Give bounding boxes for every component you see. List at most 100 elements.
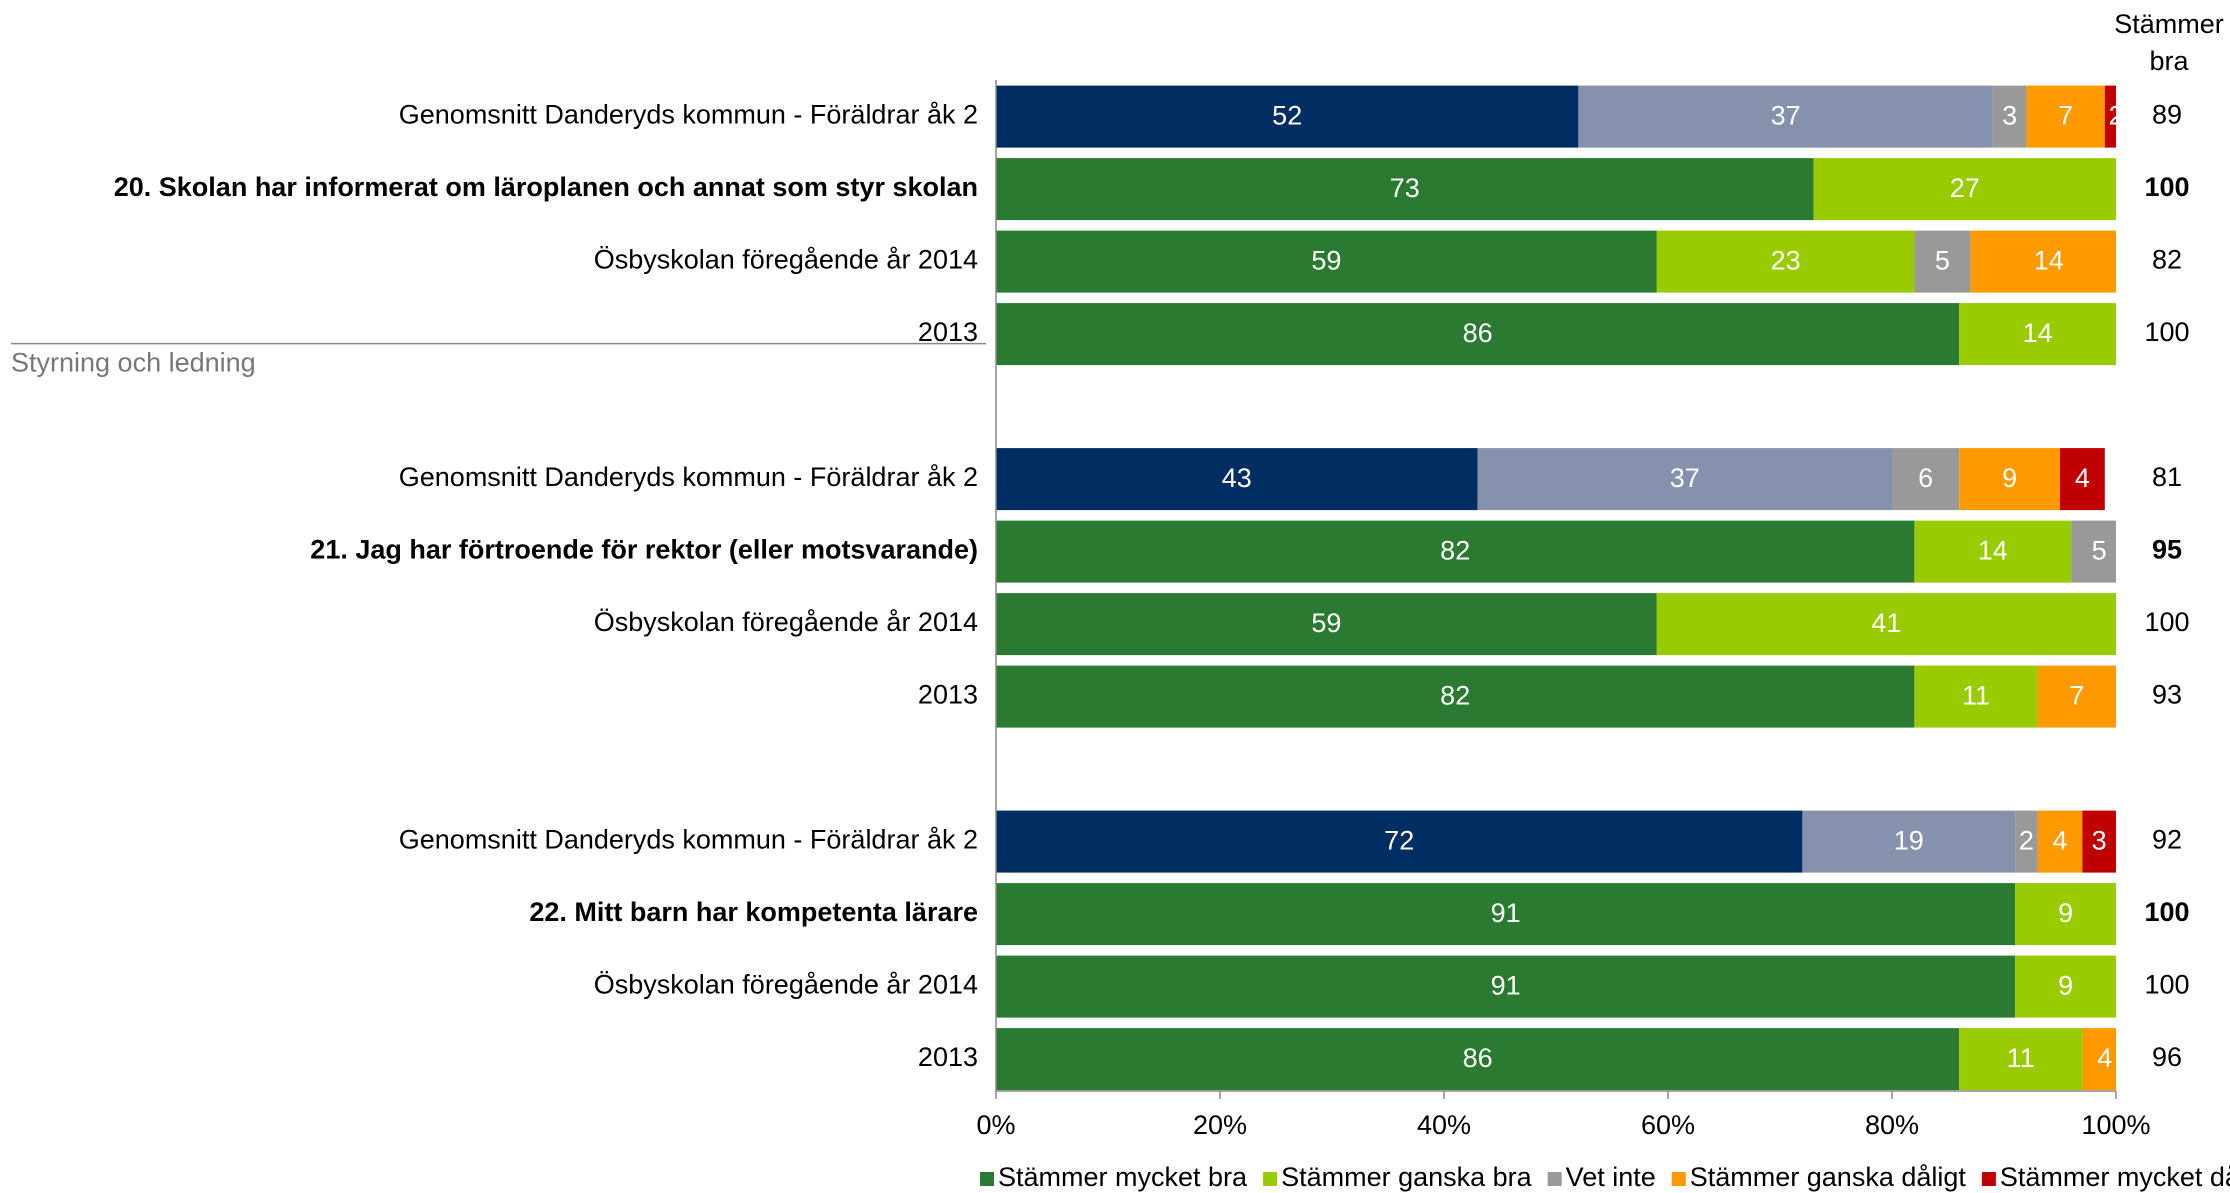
legend-swatch	[1981, 1172, 1996, 1186]
legend-label: Stämmer mycket dåligt	[2000, 1162, 2230, 1192]
total-value: 96	[2152, 1042, 2182, 1072]
bar-segment	[1959, 448, 2060, 511]
data-label: 73	[1390, 173, 1420, 203]
category-label: 21. Jag har förtroende för rektor (eller…	[310, 535, 978, 565]
x-tick-label: 40%	[1417, 1110, 1471, 1140]
bar-segment	[1813, 158, 2116, 221]
bar-segment	[996, 883, 2016, 946]
x-tick-label: 100%	[2081, 1110, 2150, 1140]
category-label: 2013	[918, 680, 978, 710]
bar-segment	[996, 158, 1814, 221]
bar-segment	[1802, 810, 2016, 873]
data-label: 5	[2092, 536, 2107, 566]
bar-segment	[1914, 520, 2072, 583]
bar-segment	[996, 665, 1915, 728]
bar-segment	[2071, 520, 2116, 583]
data-label: 2	[2108, 101, 2123, 131]
bar-segment	[1914, 230, 1971, 293]
total-value: 95	[2152, 535, 2182, 565]
bar-segment	[2082, 1028, 2116, 1091]
x-tick-label: 20%	[1193, 1110, 1247, 1140]
data-label: 41	[1871, 608, 1901, 638]
data-label: 0	[2118, 173, 2133, 203]
bar-segment	[996, 230, 1657, 293]
data-label: 0	[2118, 173, 2133, 203]
bar-segment	[1992, 85, 2027, 148]
category-label: Ösbyskolan föregående år 2014	[594, 970, 978, 1000]
data-label: 14	[2034, 246, 2064, 276]
legend-swatch	[1671, 1172, 1686, 1186]
data-label: 27	[1950, 173, 1980, 203]
data-label: 0	[2118, 971, 2133, 1001]
legend-label: Stämmer ganska dåligt	[1690, 1162, 1967, 1192]
totals-header: Stämmer	[2114, 9, 2224, 39]
total-value: 89	[2152, 100, 2182, 130]
data-label: 72	[1384, 826, 1414, 856]
bar-segment	[1892, 448, 1960, 511]
category-label: 2013	[918, 317, 978, 347]
bar-segment	[2104, 85, 2116, 148]
data-label: 0	[2118, 318, 2133, 348]
data-label: 2	[2019, 826, 2034, 856]
data-label: 37	[1771, 101, 1801, 131]
bar-segment	[996, 85, 1579, 148]
bar-segment	[1970, 230, 2116, 293]
data-label: 23	[1771, 246, 1801, 276]
legend-swatch	[1263, 1172, 1278, 1186]
data-label: 91	[1491, 971, 1521, 1001]
data-label: 6	[1918, 463, 1933, 493]
category-label: Genomsnitt Danderyds kommun - Föräldrar …	[399, 100, 978, 130]
data-label: 0	[2118, 173, 2133, 203]
total-value: 92	[2152, 825, 2182, 855]
legend-label: Stämmer ganska bra	[1281, 1162, 1533, 1192]
total-value: 81	[2152, 462, 2182, 492]
data-label: 0	[2118, 681, 2133, 711]
data-label: 0	[2129, 536, 2144, 566]
data-label: 9	[2002, 463, 2017, 493]
data-label: 3	[2092, 826, 2107, 856]
bar-segment	[996, 520, 1915, 583]
data-label: 7	[2069, 681, 2084, 711]
total-value: 93	[2152, 680, 2182, 710]
data-label: 0	[2118, 608, 2133, 638]
data-label: 9	[2058, 898, 2073, 928]
bar-segment	[996, 303, 1960, 366]
category-label: 22. Mitt barn har kompetenta lärare	[529, 897, 978, 927]
data-label: 59	[1311, 608, 1341, 638]
total-value: 100	[2144, 317, 2189, 347]
legend-swatch	[980, 1172, 994, 1186]
data-label: 82	[1440, 681, 1470, 711]
data-label: 4	[2075, 463, 2090, 493]
bar-segment	[1578, 85, 1993, 148]
data-label: 37	[1670, 463, 1700, 493]
bar-segment	[2037, 665, 2116, 728]
x-tick-label: 60%	[1641, 1110, 1695, 1140]
category-label: 20. Skolan har informerat om läroplanen …	[114, 172, 978, 202]
data-label: 59	[1311, 246, 1341, 276]
data-label: 0	[2118, 898, 2133, 928]
data-label: 4	[2052, 826, 2067, 856]
bar-segment	[996, 810, 1803, 873]
legend-label: Stämmer mycket bra	[998, 1162, 1248, 1192]
data-label: 5	[1935, 246, 1950, 276]
data-label: 7	[2058, 101, 2073, 131]
data-label: 14	[2023, 318, 2053, 348]
total-value: 82	[2152, 245, 2182, 275]
data-label: 0	[2129, 1043, 2144, 1073]
bar-segment	[1656, 593, 2116, 656]
bar-segment	[2015, 883, 2116, 946]
totals-header: bra	[2149, 46, 2189, 76]
data-label: 0	[2118, 318, 2133, 348]
section-label: Styrning och ledning	[11, 348, 256, 378]
data-label: 19	[1894, 826, 1924, 856]
data-label: 82	[1440, 536, 1470, 566]
bar-segment	[1959, 303, 2116, 366]
category-label: Genomsnitt Danderyds kommun - Föräldrar …	[399, 825, 978, 855]
bar-segment	[1914, 665, 2038, 728]
bar-segment	[996, 1028, 1960, 1091]
bar-segment	[2060, 448, 2105, 511]
x-tick-label: 80%	[1865, 1110, 1919, 1140]
data-label: 0	[2118, 971, 2133, 1001]
bar-segment	[2015, 955, 2116, 1018]
